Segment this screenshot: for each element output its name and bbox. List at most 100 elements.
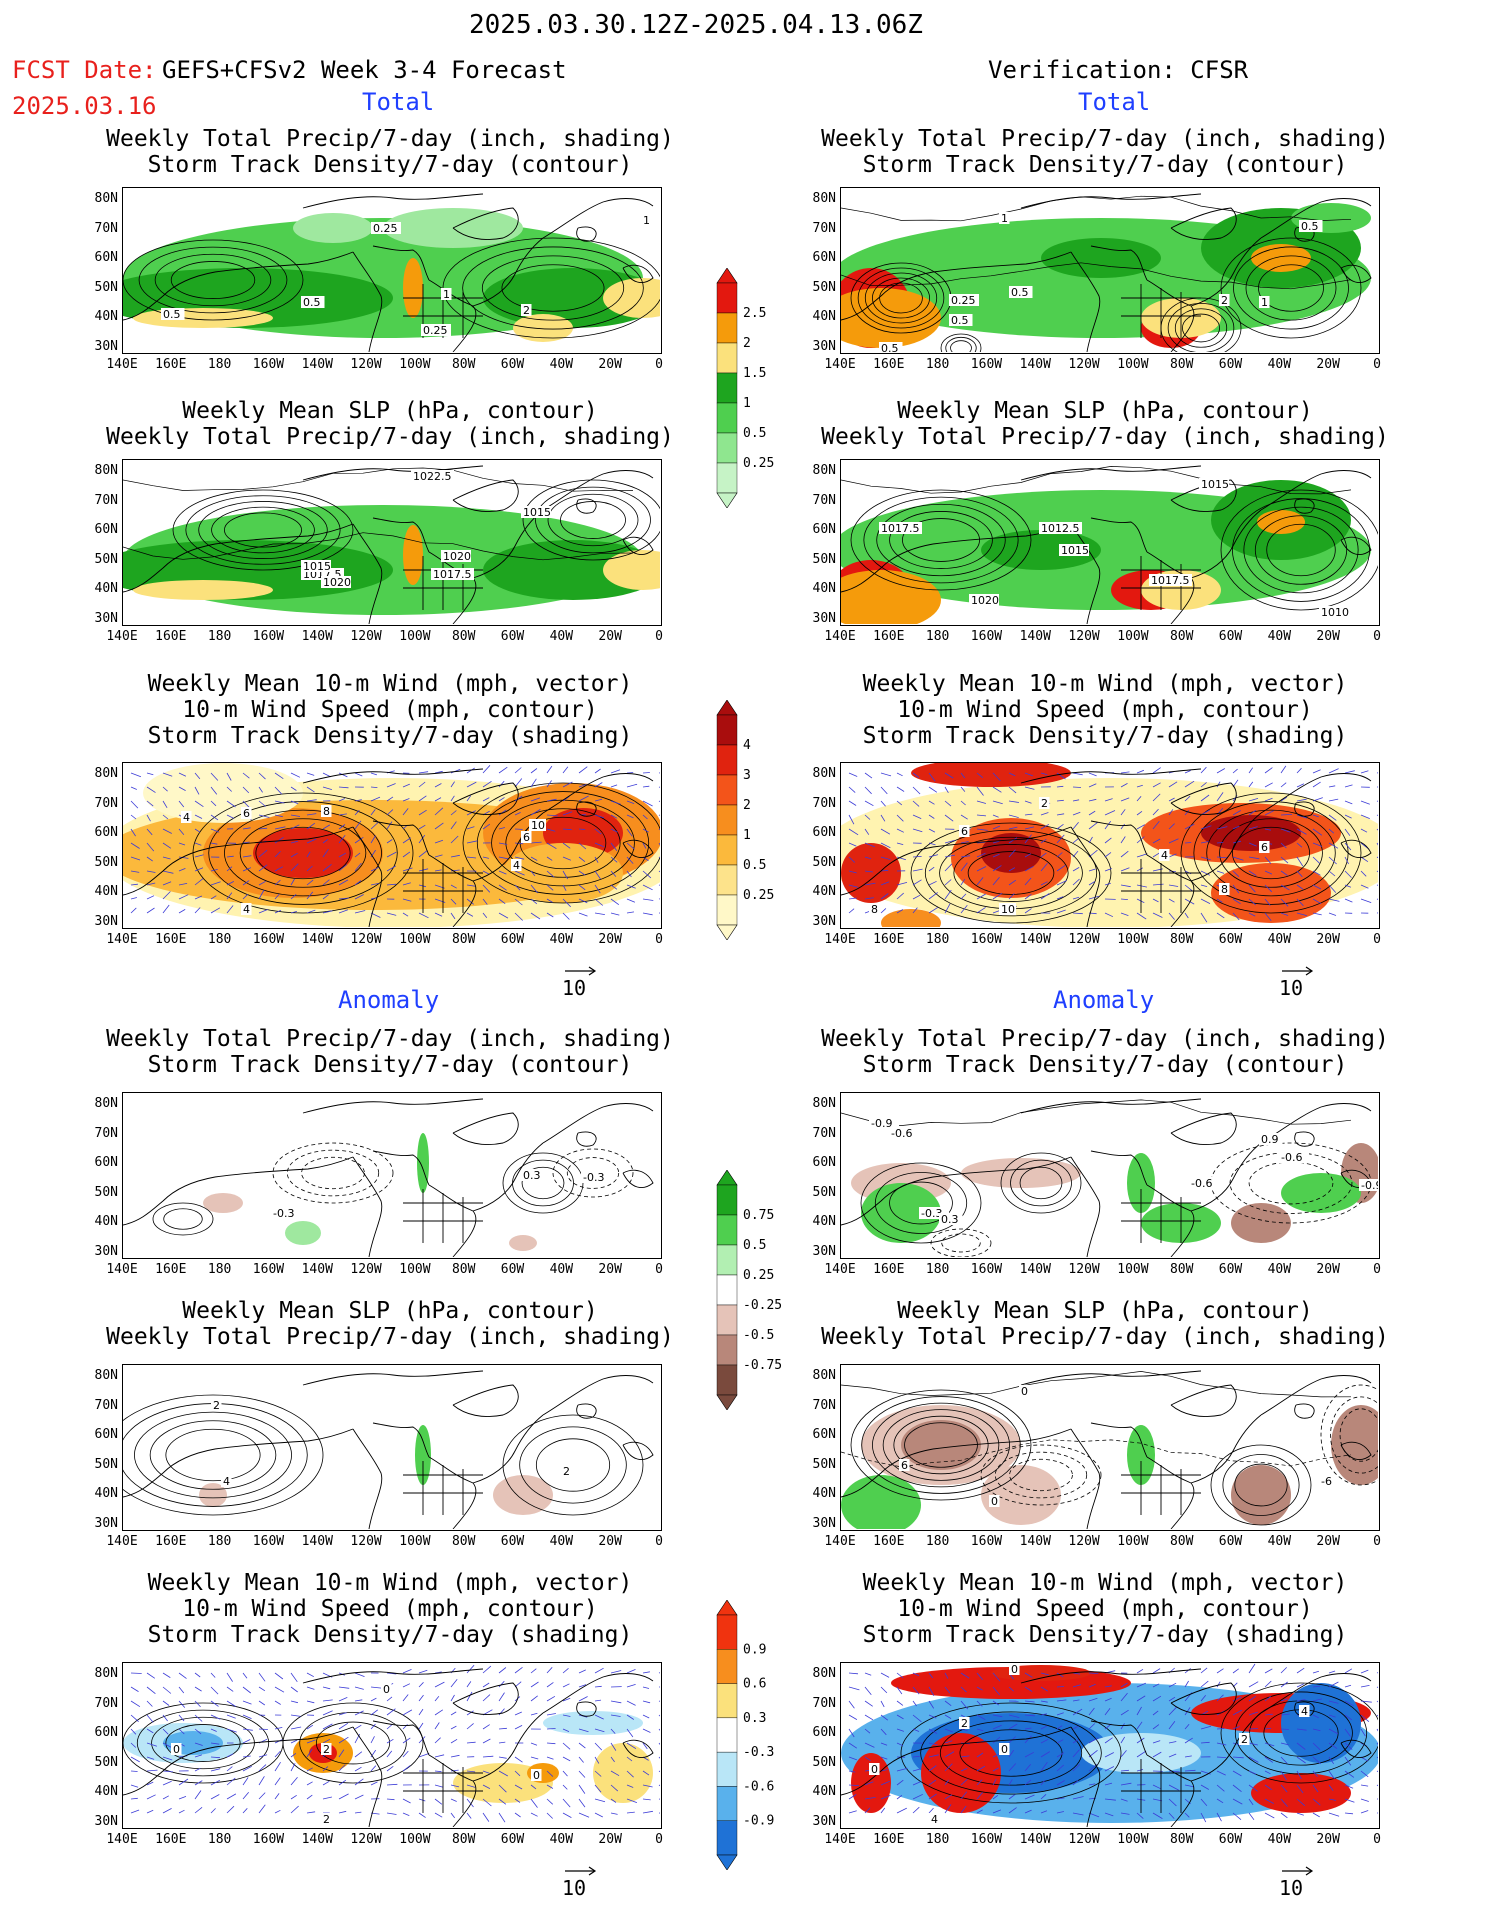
wind-vector (626, 1728, 634, 1738)
wind-vector (848, 1794, 857, 1800)
wind-vector (1248, 1663, 1256, 1674)
coastline-6 (1260, 1103, 1372, 1144)
wind-vector (944, 772, 954, 779)
contour-label-bg (959, 825, 970, 837)
left-precip-anom-shade-1 (285, 1221, 321, 1245)
wind-vector (210, 1700, 219, 1707)
wind-vector (290, 1805, 299, 1814)
wind-vector (658, 772, 660, 774)
lon-label: 120W (350, 629, 382, 644)
wind-vector (226, 892, 233, 900)
wind-vector (1136, 1682, 1146, 1688)
wind-vector (306, 799, 317, 802)
left-precip-total-title: Weekly Total Precip/7-day (inch, shading… (106, 126, 674, 178)
wind-vector (1008, 1749, 1015, 1758)
colorbar-label: 1.5 (743, 366, 766, 381)
wind-vector (1008, 786, 1017, 794)
lon-label: 180 (207, 1534, 232, 1549)
contour-label-bg (869, 1117, 899, 1129)
wind-vector (896, 1779, 904, 1786)
wind-vector (1072, 1764, 1081, 1772)
wind-vector (1264, 1680, 1272, 1688)
wind-vector (498, 1798, 507, 1805)
wind-vector (130, 1714, 139, 1723)
lon-label: 140W (1019, 1262, 1051, 1277)
right-slp-anom-contour-0-2 (872, 1402, 1010, 1488)
wind-vector (1248, 898, 1256, 906)
contour-label-bg (869, 903, 880, 915)
wind-vector (386, 1765, 394, 1772)
lon-label: 100W (1117, 1534, 1149, 1549)
left-slp-total-isoline-1 (123, 532, 634, 561)
wind-vector (1216, 1742, 1227, 1746)
coastline-8 (1294, 801, 1315, 817)
wind-vector (1280, 856, 1289, 864)
wind-vector (610, 856, 618, 863)
wind-vector (258, 1804, 266, 1814)
wind-vector (482, 765, 491, 774)
wind-vector (418, 834, 426, 844)
wind-vector (1216, 856, 1228, 859)
lat-label: 50N (812, 1184, 836, 1200)
wind-vector (466, 1710, 474, 1716)
wind-vector (880, 1780, 890, 1786)
wind-vector (178, 1728, 185, 1735)
wind-vector (546, 1728, 556, 1730)
lon-label: 160E (873, 1534, 905, 1549)
wind-vector (626, 1700, 636, 1706)
coastline-0 (841, 846, 934, 896)
wind-vector (1344, 1812, 1354, 1815)
wind-vector (1312, 1670, 1320, 1674)
wind-vector (1072, 1812, 1084, 1816)
wind-vector (944, 1794, 953, 1800)
wind-vector (146, 1769, 158, 1772)
wind-vector (960, 1686, 967, 1693)
lon-label: 160W (252, 629, 285, 644)
wind-vector (848, 1742, 858, 1749)
wind-vector (498, 1812, 506, 1823)
wind-vector (370, 835, 376, 844)
wind-vector (242, 1777, 249, 1786)
vector-ref-right-anom: 10 (1279, 1866, 1315, 1900)
right-slp-anom-shade-5 (841, 1475, 921, 1529)
right-precip-total-isoline-1 (841, 262, 1352, 290)
wind-vector (258, 827, 268, 830)
wind-vector (1136, 884, 1147, 888)
wind-vector (1024, 826, 1035, 830)
wind-vector (1344, 784, 1353, 788)
lon-label: 20W (598, 932, 622, 947)
wind-vector (594, 1742, 603, 1751)
wind-vector (1184, 810, 1190, 816)
lat-label: 80N (94, 191, 118, 206)
wind-vector (1184, 1707, 1191, 1716)
lon-label: 100W (1117, 1832, 1149, 1847)
coastline-3 (372, 820, 430, 856)
wind-vector (194, 867, 204, 872)
wind-vector (1328, 870, 1336, 877)
wind-vector (1120, 836, 1126, 844)
wind-vector (1248, 1695, 1257, 1702)
wind-vector (1120, 823, 1125, 830)
lat-label: 40N (94, 1784, 118, 1799)
contour-label-bg (1199, 478, 1229, 490)
wind-vector (274, 800, 285, 804)
wind-vector (498, 1680, 505, 1688)
wind-vector (130, 870, 140, 873)
wind-vector (1232, 1798, 1243, 1805)
wind-vector (610, 912, 620, 916)
wind-vector (578, 1696, 588, 1702)
wind-vector (1360, 1669, 1369, 1674)
left-slp-anom-contour-1-1 (519, 1426, 627, 1504)
wind-vector (1360, 1728, 1366, 1737)
wind-vector (178, 772, 187, 777)
wind-vector (1248, 781, 1254, 788)
lon-label: 40W (1267, 1262, 1292, 1277)
colorbar-swatch (716, 1649, 738, 1684)
colorbar-label: -0.6 (743, 1779, 774, 1794)
lon-label: 60W (1218, 1534, 1243, 1549)
wind-vector (306, 1686, 315, 1690)
wind-vector (1040, 852, 1047, 858)
contour-label-bg (1279, 1151, 1309, 1163)
lon-label: 20W (1316, 1262, 1340, 1277)
